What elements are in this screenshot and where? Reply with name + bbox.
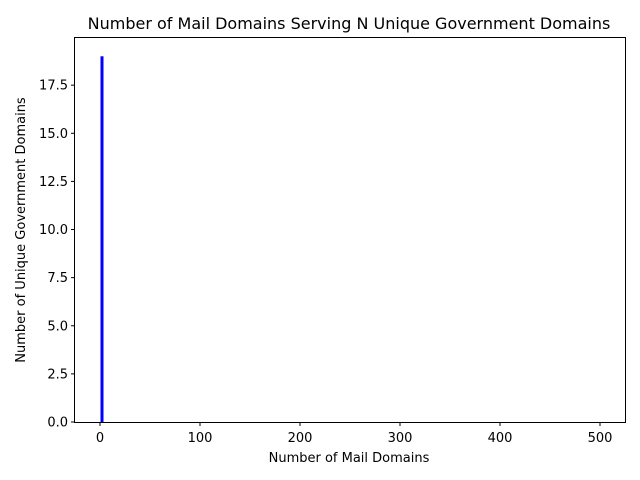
- y-tick-label: 7.5: [47, 271, 68, 286]
- y-tick-label: 5.0: [47, 319, 68, 334]
- y-tick-label: 12.5: [39, 175, 68, 190]
- y-axis-ticks: 0.0 2.5 5.0 7.5 10.0 12.5 15.0 17.5: [39, 79, 75, 431]
- bars-group: [100, 56, 104, 423]
- x-tick-label: 400: [488, 431, 513, 446]
- x-tick-label: 0: [96, 431, 104, 446]
- plot-frame: [74, 37, 626, 423]
- bar: [101, 56, 103, 423]
- y-axis-label: Number of Unique Government Domains: [14, 97, 29, 363]
- x-tick-label: 100: [188, 431, 213, 446]
- x-axis-label: Number of Mail Domains: [269, 451, 430, 466]
- x-axis-ticks: 0 100 200 300 400 500: [96, 422, 613, 446]
- y-tick-label: 0.0: [47, 416, 68, 431]
- y-tick-label: 10.0: [39, 223, 68, 238]
- chart-title: Number of Mail Domains Serving N Unique …: [88, 14, 611, 33]
- x-tick-label: 500: [588, 431, 613, 446]
- y-tick-label: 15.0: [39, 127, 68, 142]
- x-tick-label: 300: [388, 431, 413, 446]
- bar: [100, 56, 102, 423]
- x-tick-label: 200: [288, 431, 313, 446]
- y-tick-label: 17.5: [39, 79, 68, 94]
- y-tick-label: 2.5: [47, 367, 68, 382]
- bar: [102, 56, 104, 423]
